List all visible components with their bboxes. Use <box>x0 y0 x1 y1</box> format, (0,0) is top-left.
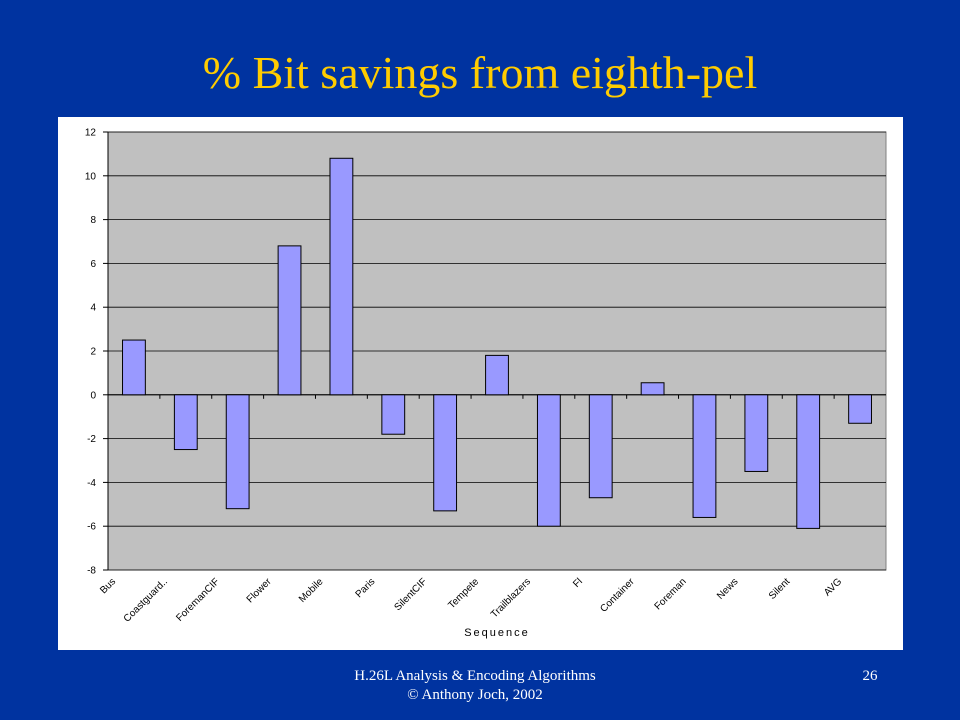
bar <box>588 394 613 499</box>
bar <box>277 245 302 396</box>
y-tick-label: 12 <box>85 128 97 139</box>
page-number: 26 <box>863 668 879 684</box>
bar <box>122 339 146 396</box>
footer-line: H.26L Analysis & Encoding Algorithms <box>354 668 596 684</box>
y-tick-label: 6 <box>90 259 96 270</box>
y-tick-label: -4 <box>87 478 96 489</box>
bar <box>796 394 821 529</box>
bar <box>848 394 872 424</box>
bar <box>225 394 250 510</box>
y-tick-label: 2 <box>90 347 96 358</box>
bar <box>381 394 406 435</box>
bar <box>692 394 717 518</box>
bar <box>433 394 458 512</box>
y-tick-label: -2 <box>87 434 96 445</box>
footer-line: © Anthony Joch, 2002 <box>407 687 543 703</box>
bar <box>485 354 509 396</box>
bar <box>744 394 769 472</box>
y-tick-label: 0 <box>90 390 96 401</box>
y-tick-label: -8 <box>87 566 96 577</box>
bar <box>640 382 665 396</box>
bar <box>173 394 198 451</box>
x-axis-label: Sequence <box>464 627 530 639</box>
y-tick-label: 10 <box>85 171 97 182</box>
y-tick-label: 4 <box>90 303 96 314</box>
bar <box>536 394 561 527</box>
y-tick-label: -6 <box>87 522 96 533</box>
slide-title: % Bit savings from eighth-pel <box>203 47 757 98</box>
bar <box>329 157 354 396</box>
y-tick-label: 8 <box>90 215 96 226</box>
